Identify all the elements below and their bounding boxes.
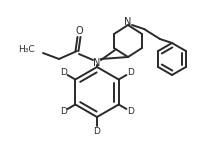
Text: H₃C: H₃C bbox=[18, 44, 35, 53]
Text: D: D bbox=[127, 68, 134, 77]
Text: O: O bbox=[75, 26, 83, 36]
Text: N: N bbox=[93, 58, 101, 68]
Text: D: D bbox=[60, 68, 67, 77]
Text: D: D bbox=[94, 127, 100, 136]
Text: D: D bbox=[127, 107, 134, 116]
Text: N: N bbox=[124, 17, 132, 27]
Text: D: D bbox=[60, 107, 67, 116]
